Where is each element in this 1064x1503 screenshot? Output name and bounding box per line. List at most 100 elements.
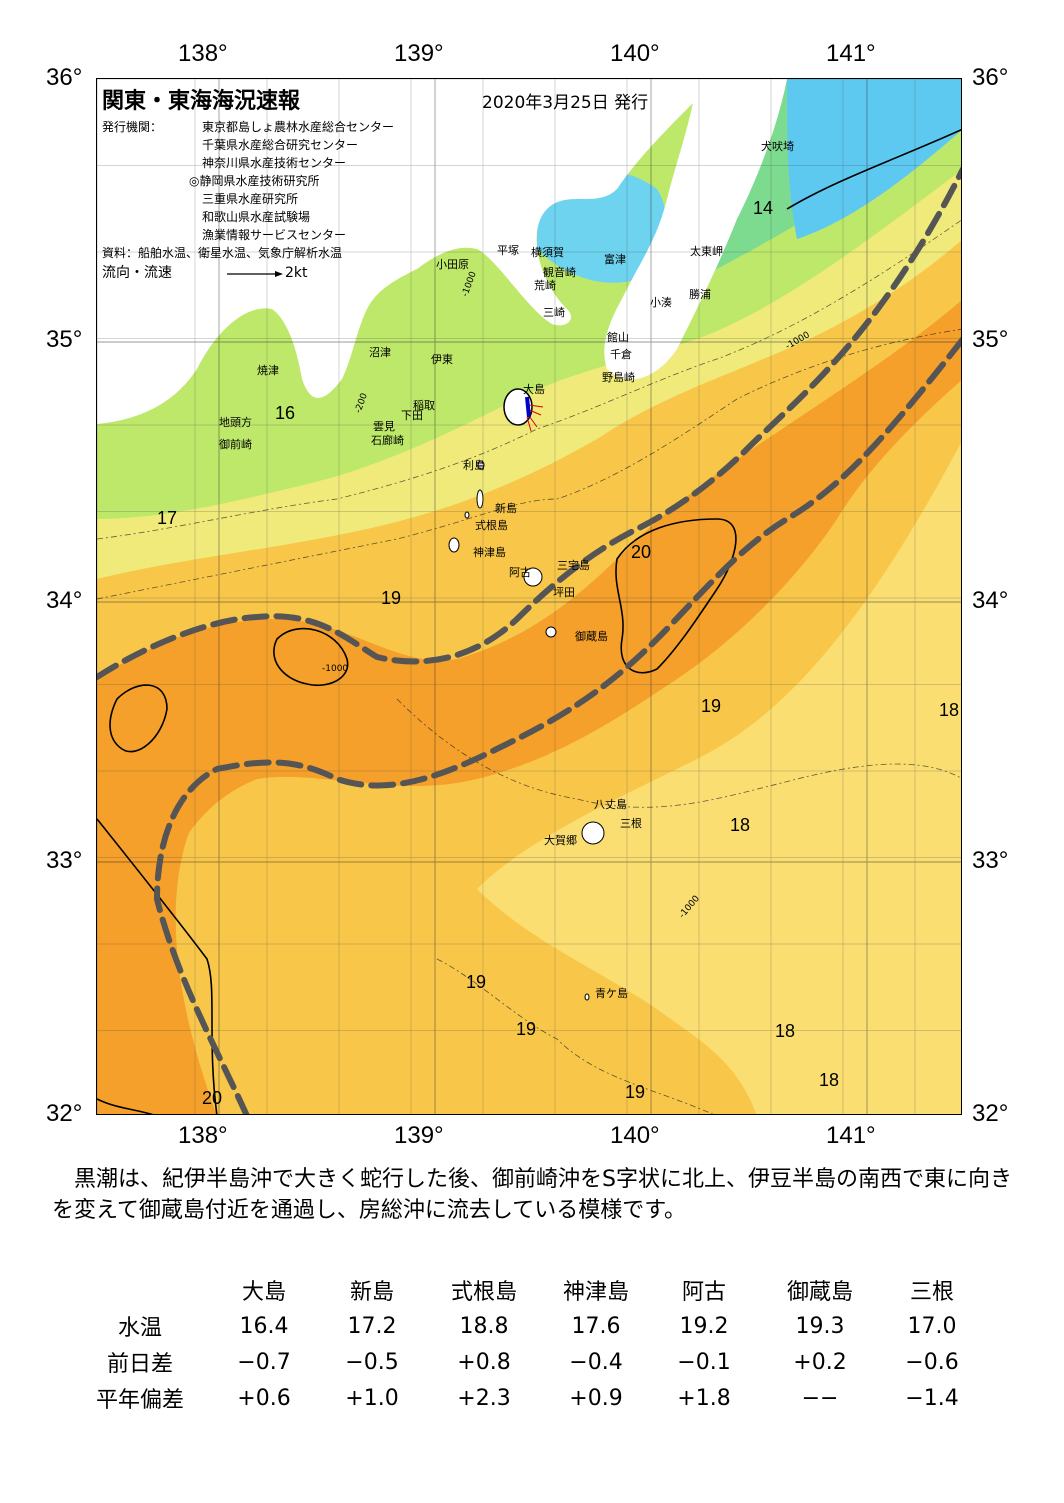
place-hachijojima: 八丈島 [594, 798, 627, 811]
publisher-item: 和歌山県水産試験場 [202, 210, 311, 224]
lat-tick-33-left: 33° [46, 847, 83, 874]
lat-tick-33-right: 33° [972, 847, 1009, 874]
table-cell: 19.2 [679, 1313, 729, 1339]
place-kozushima: 神津島 [473, 546, 506, 559]
lon-tick-141-top: 141° [826, 40, 876, 67]
row-label: 平年偏差 [95, 1388, 184, 1413]
sea-zone-cold [787, 79, 961, 239]
place-mitsune: 三根 [620, 817, 642, 830]
land-mainland [97, 79, 697, 424]
place-chikura: 千倉 [610, 348, 632, 361]
table-cell: +2.3 [457, 1385, 511, 1411]
table-row: 平年偏差 +0.6 +1.0 +2.3 +0.9 +1.8 −− −1.4 [70, 1380, 982, 1416]
lon-tick-141-bottom: 141° [826, 1122, 876, 1149]
map-graphic [97, 79, 961, 1114]
table-col-header: 阿古 [681, 1280, 726, 1305]
lon-tick-140-top: 140° [610, 40, 660, 67]
place-hiratsuka: 平塚 [497, 244, 519, 257]
flow-legend-label: 流向・流速 [102, 265, 172, 281]
table-cell: 16.4 [239, 1313, 289, 1339]
isotherm-label-17: 17 [157, 508, 178, 528]
table-cell: −1.4 [905, 1385, 959, 1411]
lat-tick-34-right: 34° [972, 587, 1009, 614]
isotherm-label-18d: 18 [819, 1070, 840, 1090]
isotherm-label-19d: 19 [516, 1019, 537, 1039]
table-cell: −0.5 [345, 1349, 399, 1375]
isotherm-label-19b: 19 [701, 696, 722, 716]
place-toshima: 利島 [463, 459, 485, 472]
lon-tick-140-bottom: 140° [610, 1122, 660, 1149]
publisher-item: 千葉県水産総合研究センター [202, 138, 359, 152]
place-yaizu: 焼津 [257, 364, 279, 377]
place-inubosaki: 犬吠埼 [761, 140, 794, 153]
place-tateyama: 館山 [607, 331, 629, 344]
place-kannonzaki: 観音崎 [543, 266, 576, 279]
lat-tick-35-right: 35° [972, 326, 1009, 353]
issue-date: 2020年3月25日 発行 [482, 93, 649, 113]
island-kozushima [448, 537, 460, 553]
place-inatori: 稲取 [413, 399, 435, 412]
lat-tick-36-left: 36° [46, 64, 83, 91]
place-okago: 大賀郷 [544, 834, 577, 847]
lon-tick-139-top: 139° [394, 40, 444, 67]
table-cell: 17.6 [571, 1313, 621, 1339]
table-row: 水温 16.4 17.2 18.8 17.6 19.2 19.3 17.0 [70, 1308, 982, 1344]
isotherms [97, 129, 961, 1114]
place-ako: 阿古 [509, 566, 531, 579]
island-miyakejima [523, 567, 543, 587]
place-chitogata: 地頭方 [219, 416, 252, 429]
place-numazu: 沼津 [369, 346, 391, 359]
lon-tick-138-bottom: 138° [178, 1122, 228, 1149]
grid-lines [97, 79, 961, 1114]
table-col-header: 新島 [349, 1280, 394, 1305]
table-cell: −0.7 [237, 1349, 291, 1375]
isotherm-label-18c: 18 [775, 1021, 796, 1041]
land-boso [604, 79, 787, 380]
table-col-header: 大島 [241, 1280, 286, 1305]
place-shimoda: 下田 [401, 409, 423, 422]
publisher-item: ◎静岡県水産技術研究所 [189, 174, 320, 188]
place-irozaki: 石廊崎 [371, 434, 404, 447]
place-ito: 伊東 [431, 353, 453, 366]
table-cell: 19.3 [795, 1313, 845, 1339]
place-shikinejima: 式根島 [475, 519, 508, 532]
table-cell: −0.1 [677, 1349, 731, 1375]
sea-temperature-map: 犬吠埼 太東岬 勝浦 小湊 富津 横須賀 観音崎 平塚 小田原 荒崎 三崎 館山… [96, 78, 962, 1115]
place-kominato: 小湊 [650, 296, 672, 309]
place-niijima: 新島 [495, 502, 517, 515]
publishers-label: 発行機関： [102, 120, 163, 134]
place-oshima: 大島 [523, 383, 545, 396]
depth-contours [97, 219, 961, 1114]
island-hachijojima [581, 821, 605, 845]
map-title: 関東・東海海況速報 [102, 89, 301, 114]
place-odawara: 小田原 [436, 258, 469, 271]
table-cell: +0.6 [237, 1385, 291, 1411]
isotherm-label-18b: 18 [730, 815, 751, 835]
sea-zone-sw [97, 777, 217, 1114]
description-text: 黒潮は、紀伊半島沖で大きく蛇行した後、御前崎沖をS字状に北上、伊豆半島の南西で東… [52, 1167, 1012, 1223]
table-cell: +0.8 [457, 1349, 511, 1375]
isotherm-label-18a: 18 [939, 700, 960, 720]
place-nojimazaki: 野島崎 [602, 371, 635, 384]
place-tsubota: 坪田 [553, 586, 575, 599]
row-label: 水温 [117, 1316, 162, 1341]
table-cell: +1.8 [677, 1385, 731, 1411]
place-yokosuka: 横須賀 [531, 246, 564, 259]
lon-tick-139-bottom: 139° [394, 1122, 444, 1149]
island-niijima [476, 489, 484, 509]
place-mikurajima: 御蔵島 [575, 630, 608, 643]
island-oshima [503, 388, 533, 426]
table-corner [70, 1272, 210, 1308]
place-miyakejima: 三宅島 [557, 559, 590, 572]
island-mikurajima [545, 626, 557, 638]
table-cell: 17.0 [907, 1313, 957, 1339]
depth-label: -1000 [322, 664, 349, 674]
place-omaezaki: 御前崎 [219, 438, 252, 451]
table-row: 前日差 −0.7 −0.5 +0.8 −0.4 −0.1 +0.2 −0.6 [70, 1344, 982, 1380]
isotherm-label-20b: 20 [202, 1088, 223, 1108]
isotherm-label-16: 16 [275, 403, 296, 423]
isotherm-label-19c: 19 [466, 972, 487, 992]
place-misaki: 三崎 [543, 306, 565, 319]
table-cell: +0.2 [793, 1349, 847, 1375]
place-arasaki: 荒崎 [534, 279, 556, 292]
